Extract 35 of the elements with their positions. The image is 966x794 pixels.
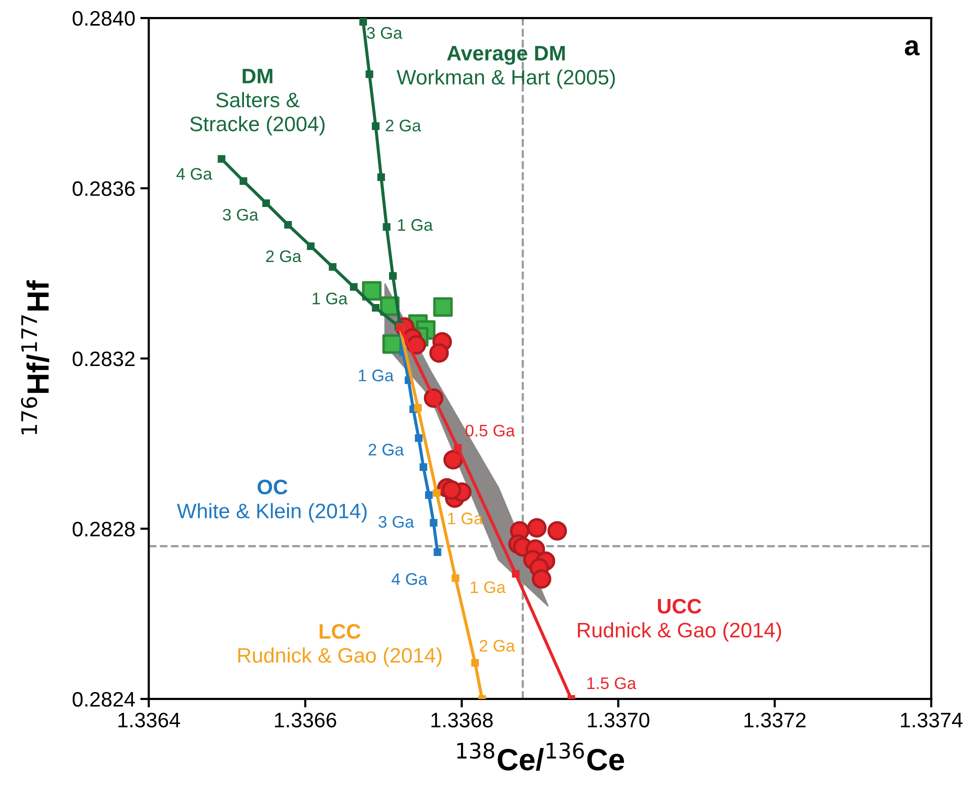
- annotation: 4 Ga: [392, 573, 428, 585]
- annotation: 3 Ga: [378, 516, 414, 528]
- annotation: 3 Ga: [366, 27, 402, 39]
- annotation: LCC Rudnick & Gao (2014): [238, 624, 442, 667]
- y-axis-title: $^{176}$Hf/$^{177}$Hf: [21, 280, 50, 434]
- annotation: 1 Ga: [470, 581, 506, 594]
- annotation: 3 Ga: [222, 208, 258, 221]
- x-tick-label: 1.3368: [431, 712, 493, 728]
- y-tick-label: 0.2828: [72, 522, 135, 536]
- annotation: OC White & Klein (2014): [176, 480, 367, 522]
- y-tick-label: 0.2836: [72, 181, 135, 196]
- y-tick-label: 0.2840: [72, 11, 135, 26]
- annotation: 4 Ga: [176, 168, 212, 180]
- annotation: 2 Ga: [368, 444, 404, 456]
- x-tick-label: 1.3364: [118, 712, 180, 728]
- annotation: 2 Ga: [480, 640, 516, 652]
- annotation: Average DM Workman & Hart (2005): [396, 46, 615, 89]
- x-tick-label: 1.3372: [744, 712, 806, 728]
- annotation: 1 Ga: [358, 370, 394, 382]
- x-tick-label: 1.3374: [900, 712, 962, 728]
- annotation: 2 Ga: [386, 120, 422, 132]
- annotation: 1.5 Ga: [587, 677, 636, 690]
- x-axis-title: $^{138}$Ce/$^{136}$Ce: [457, 742, 624, 771]
- annotation: 1 Ga: [312, 292, 348, 304]
- annotation: DM Salters & Stracke (2004): [190, 68, 325, 136]
- annotation: 1 Ga: [448, 512, 483, 524]
- annotation: a: [904, 40, 920, 56]
- y-tick-label: 0.2832: [72, 351, 135, 366]
- y-tick-label: 0.2824: [72, 692, 135, 707]
- x-tick-label: 1.3370: [588, 712, 650, 728]
- annotation: 1 Ga: [398, 219, 433, 231]
- annotation: 2 Ga: [266, 250, 302, 262]
- annotation: 0.5 Ga: [466, 424, 515, 437]
- x-tick-label: 1.3366: [274, 712, 336, 728]
- annotation: UCC Rudnick & Gao (2014): [578, 598, 782, 642]
